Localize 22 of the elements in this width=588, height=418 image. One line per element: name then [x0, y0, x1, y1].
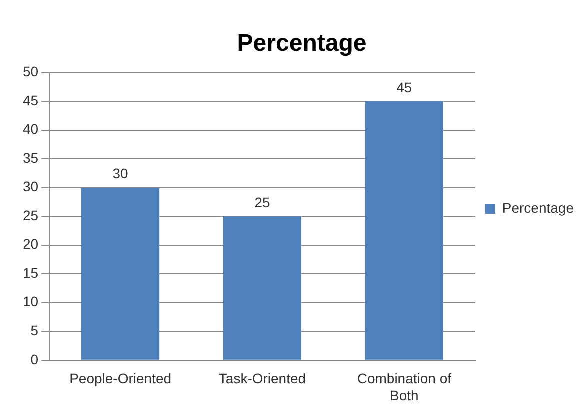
bar	[223, 216, 302, 360]
data-label: 45	[396, 79, 412, 96]
y-tick-label: 50	[22, 64, 39, 80]
bar	[82, 188, 160, 360]
y-tick-label: 40	[22, 121, 39, 138]
y-tick-label: 0	[30, 351, 39, 368]
y-tick-label: 25	[22, 207, 39, 224]
legend-label: Percentage	[502, 200, 574, 216]
bar	[365, 102, 444, 360]
data-label: 30	[112, 166, 129, 182]
y-tick-label: 35	[22, 150, 39, 166]
y-tick-label: 15	[22, 264, 39, 281]
data-label: 25	[254, 194, 270, 210]
chart-title: Percentage	[237, 30, 367, 58]
y-tick-label: 20	[22, 236, 39, 252]
x-tick-label: People-Oriented	[70, 370, 172, 387]
y-tick-label: 45	[22, 92, 39, 108]
x-tick-label: Task-Oriented	[218, 370, 306, 387]
y-tick-label: 10	[22, 294, 39, 310]
x-tick-label: Combination of Both	[357, 370, 452, 404]
y-tick-label: 30	[22, 178, 39, 195]
y-tick-label: 5	[30, 322, 39, 338]
